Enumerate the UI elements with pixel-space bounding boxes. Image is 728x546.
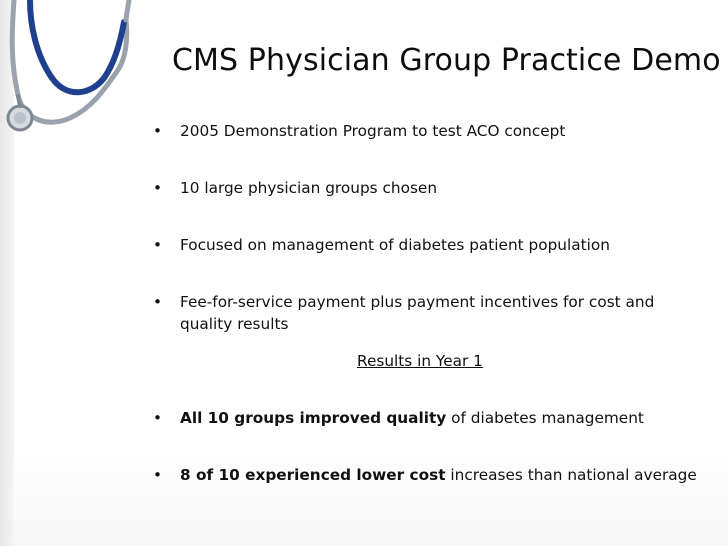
result-item: • 8 of 10 experienced lower cost increas… xyxy=(152,464,722,486)
bullet-item: • Focused on management of diabetes pati… xyxy=(152,234,712,256)
bullet-item: • 2005 Demonstration Program to test ACO… xyxy=(152,120,712,142)
bullet-text: 2005 Demonstration Program to test ACO c… xyxy=(180,122,566,140)
bullet-marker: • xyxy=(153,236,163,254)
bullet-list: • 2005 Demonstration Program to test ACO… xyxy=(152,120,712,335)
result-bold-text: 8 of 10 experienced lower cost xyxy=(180,466,446,484)
result-text: of diabetes management xyxy=(446,409,644,427)
bullet-marker: • xyxy=(153,409,163,427)
bullet-marker: • xyxy=(153,122,163,140)
stethoscope-icon xyxy=(6,0,132,132)
results-heading: Results in Year 1 xyxy=(357,352,483,370)
results-list: • All 10 groups improved quality of diab… xyxy=(152,407,722,486)
result-item: • All 10 groups improved quality of diab… xyxy=(152,407,722,429)
bullet-marker: • xyxy=(153,179,163,197)
bullet-item: • Fee-for-service payment plus payment i… xyxy=(152,291,700,335)
result-text: increases than national average xyxy=(445,466,697,484)
bullet-marker: • xyxy=(153,466,163,484)
result-bold-text: All 10 groups improved quality xyxy=(180,409,447,427)
bullet-marker: • xyxy=(153,293,163,311)
bullet-item: • 10 large physician groups chosen xyxy=(152,177,712,199)
bullet-text: 10 large physician groups chosen xyxy=(180,179,438,197)
slide-title: CMS Physician Group Practice Demo xyxy=(172,43,721,78)
bullet-text: Focused on management of diabetes patien… xyxy=(180,236,610,254)
left-decorative-strip xyxy=(0,0,14,546)
bullet-text: Fee-for-service payment plus payment inc… xyxy=(180,293,655,333)
